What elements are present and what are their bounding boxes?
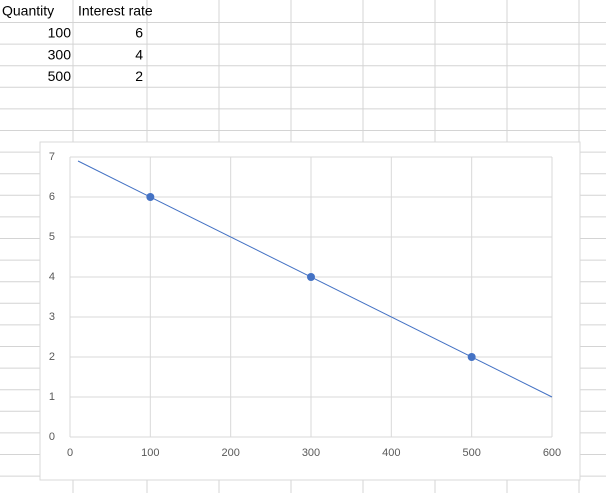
y-tick-label: 1: [49, 391, 55, 403]
y-tick-label: 7: [49, 151, 55, 163]
cell: 300: [48, 46, 72, 62]
point: [467, 353, 476, 361]
point: [307, 273, 315, 281]
x-tick-label: 500: [462, 447, 480, 459]
chart-area[interactable]: [39, 141, 581, 481]
y-tick-label: 4: [49, 271, 55, 283]
cell: 4: [135, 46, 143, 62]
x-tick-label: 400: [382, 447, 400, 459]
x-tick-label: 300: [302, 447, 320, 459]
x-tick-label: 200: [221, 447, 239, 459]
y-tick-label: 3: [49, 311, 55, 323]
y-tick-label: 0: [49, 431, 55, 443]
y-tick-label: 6: [49, 191, 55, 203]
x-tick-label: 100: [141, 447, 159, 459]
cell: 100: [48, 25, 72, 41]
header-cell: Quantity: [2, 3, 54, 19]
x-tick-label: 600: [543, 447, 561, 459]
cell: 2: [135, 68, 143, 84]
cell: 6: [135, 25, 143, 41]
cell: 500: [48, 68, 72, 84]
x-tick-label: 0: [67, 447, 73, 459]
header-cell: Interest rate: [78, 3, 153, 19]
y-tick-label: 5: [49, 231, 55, 243]
point: [146, 193, 155, 201]
y-tick-label: 2: [49, 351, 55, 363]
